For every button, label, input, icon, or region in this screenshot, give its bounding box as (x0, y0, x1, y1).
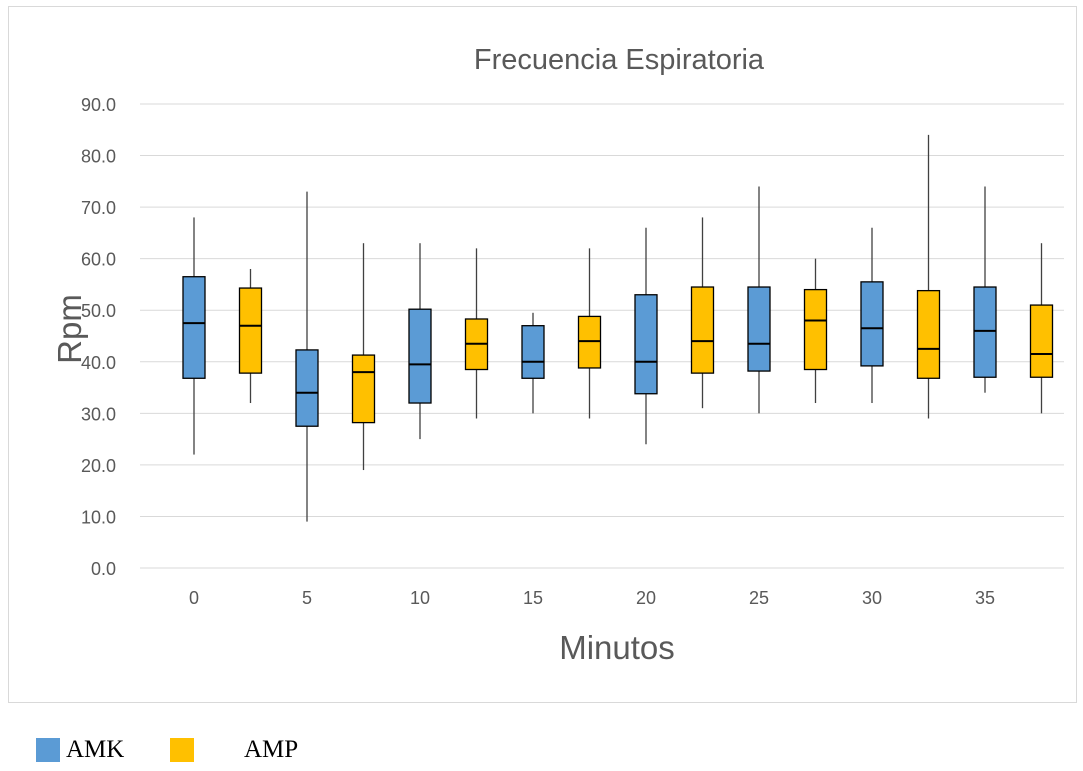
box-amk-35 (973, 186, 997, 393)
x-tick-label: 20 (636, 588, 656, 608)
x-tick-label: 15 (523, 588, 543, 608)
boxplot-chart: Frecuencia Espiratoria 0.0 10.0 20.0 30.0 40… (51, 44, 1064, 666)
box-amk-10 (408, 243, 432, 440)
box-amp-0 (238, 268, 263, 404)
box-amp-35 (1029, 243, 1054, 414)
legend-item-amk: AMK (36, 736, 124, 764)
box-iqr (860, 281, 884, 367)
x-tick-label: 0 (189, 588, 199, 608)
x-tick-label: 30 (862, 588, 882, 608)
y-tick-label: 80.0 (81, 147, 116, 167)
box-iqr (577, 315, 602, 369)
chart-frame: Frecuencia Espiratoria 0.0 10.0 20.0 30.0 40… (8, 6, 1077, 703)
y-tick-label: 40.0 (81, 353, 116, 373)
y-axis-title: Rpm (51, 294, 88, 364)
y-tick-label: 20.0 (81, 456, 116, 476)
box-iqr (408, 308, 432, 404)
chart-title: Frecuencia Espiratoria (474, 44, 765, 76)
box-iqr (238, 287, 263, 374)
y-tick-label: 0.0 (91, 559, 116, 579)
box-amk-0 (182, 217, 206, 455)
box-iqr (634, 294, 658, 395)
legend-label-amk: AMK (66, 736, 125, 763)
box-iqr (916, 289, 941, 379)
box-amp-30 (916, 134, 941, 419)
box-iqr (295, 349, 319, 427)
box-amp-5 (351, 243, 376, 471)
legend-label-amp: AMP (244, 736, 299, 763)
box-iqr (182, 276, 206, 379)
box-amk-30 (860, 227, 884, 404)
x-tick-label: 25 (749, 588, 769, 608)
box-iqr (521, 325, 545, 379)
box-iqr (803, 288, 828, 371)
box-iqr (690, 286, 715, 374)
box-iqr (747, 286, 771, 372)
x-tick-label: 5 (302, 588, 312, 608)
legend-swatch-amp (170, 738, 194, 762)
x-axis-title: Minutos (559, 629, 675, 666)
y-tick-label: 60.0 (81, 250, 116, 270)
legend-swatch-amk (36, 738, 60, 762)
box-iqr (1029, 304, 1054, 378)
box-amp-20 (690, 217, 715, 409)
box-amp-15 (577, 248, 602, 419)
box-iqr (973, 286, 997, 378)
x-tick-label: 10 (410, 588, 430, 608)
y-tick-label: 50.0 (81, 301, 116, 321)
y-axis-ticks: 0.0 10.0 20.0 30.0 40.0 50.0 60.0 70.0 80.0 90.0 (81, 95, 116, 579)
box-amk-20 (634, 227, 658, 445)
y-tick-label: 70.0 (81, 198, 116, 218)
box-amk-15 (521, 312, 545, 414)
boxes (182, 134, 1054, 522)
legend-item-amp: AMP (170, 736, 298, 764)
x-axis-ticks: 0 5 10 15 20 25 30 35 (189, 588, 995, 608)
box-amk-5 (295, 191, 319, 522)
x-tick-label: 35 (975, 588, 995, 608)
box-amp-10 (464, 248, 489, 419)
box-amk-25 (747, 186, 771, 414)
y-tick-label: 90.0 (81, 95, 116, 115)
y-tick-label: 30.0 (81, 404, 116, 424)
gridlines (140, 103, 1064, 569)
box-amp-25 (803, 258, 828, 404)
box-iqr (351, 354, 376, 424)
y-tick-label: 10.0 (81, 507, 116, 527)
